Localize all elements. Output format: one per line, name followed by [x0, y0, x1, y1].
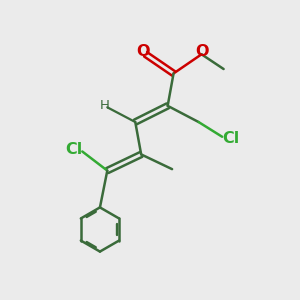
Text: Cl: Cl [65, 142, 82, 157]
Text: O: O [195, 44, 208, 59]
Text: H: H [99, 99, 109, 112]
Text: Cl: Cl [222, 131, 240, 146]
Text: O: O [136, 44, 149, 59]
